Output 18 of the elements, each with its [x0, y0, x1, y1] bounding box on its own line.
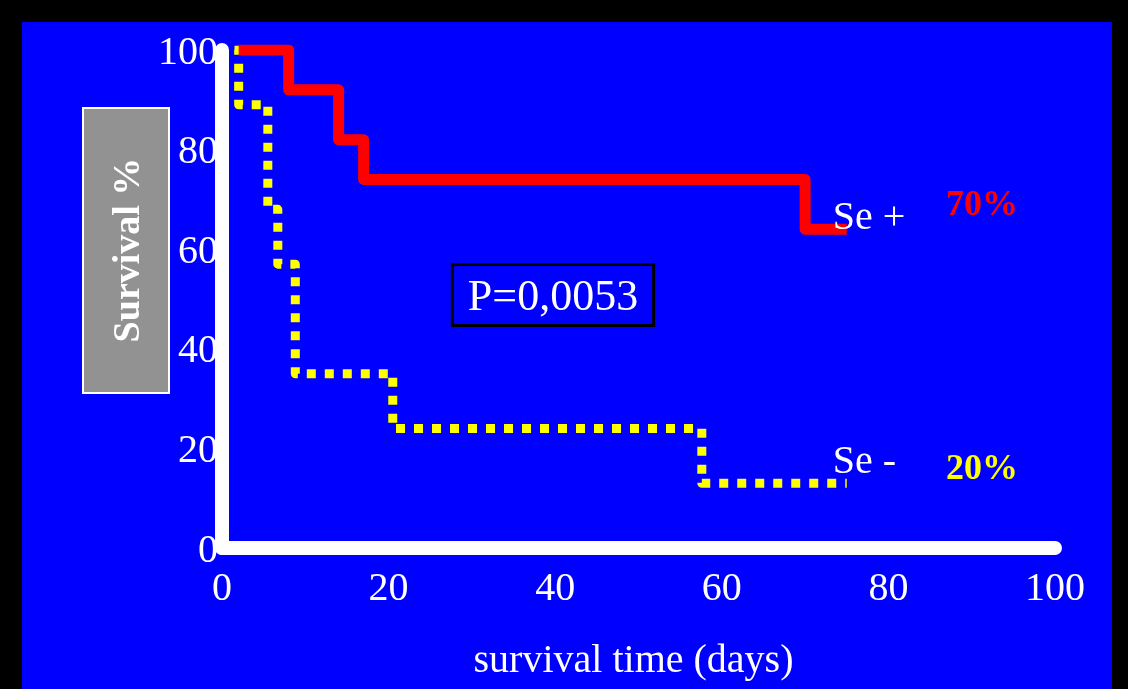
y-tick-label: 40 — [178, 326, 218, 372]
y-tick-label: 100 — [158, 27, 218, 73]
y-tick-label: 60 — [178, 226, 218, 272]
y-tick-label: 80 — [178, 127, 218, 173]
x-tick-label: 20 — [368, 563, 409, 609]
annotation: P=0,0053 — [467, 270, 639, 320]
annotation: 70% — [946, 183, 1018, 224]
x-tick-label: 60 — [701, 563, 742, 609]
x-tick-label: 80 — [868, 563, 909, 609]
x-tick-label: 40 — [535, 563, 576, 609]
x-tick-label: 100 — [1025, 563, 1085, 609]
y-tick-label: 0 — [198, 525, 218, 571]
x-axis-title: survival time (days) — [473, 635, 794, 681]
series-label: Se - — [832, 436, 897, 482]
annotation: 20% — [946, 447, 1018, 488]
y-tick-label: 20 — [178, 425, 218, 471]
series-label: Se + — [832, 192, 906, 238]
y-axis-title: Survival % — [105, 157, 147, 343]
